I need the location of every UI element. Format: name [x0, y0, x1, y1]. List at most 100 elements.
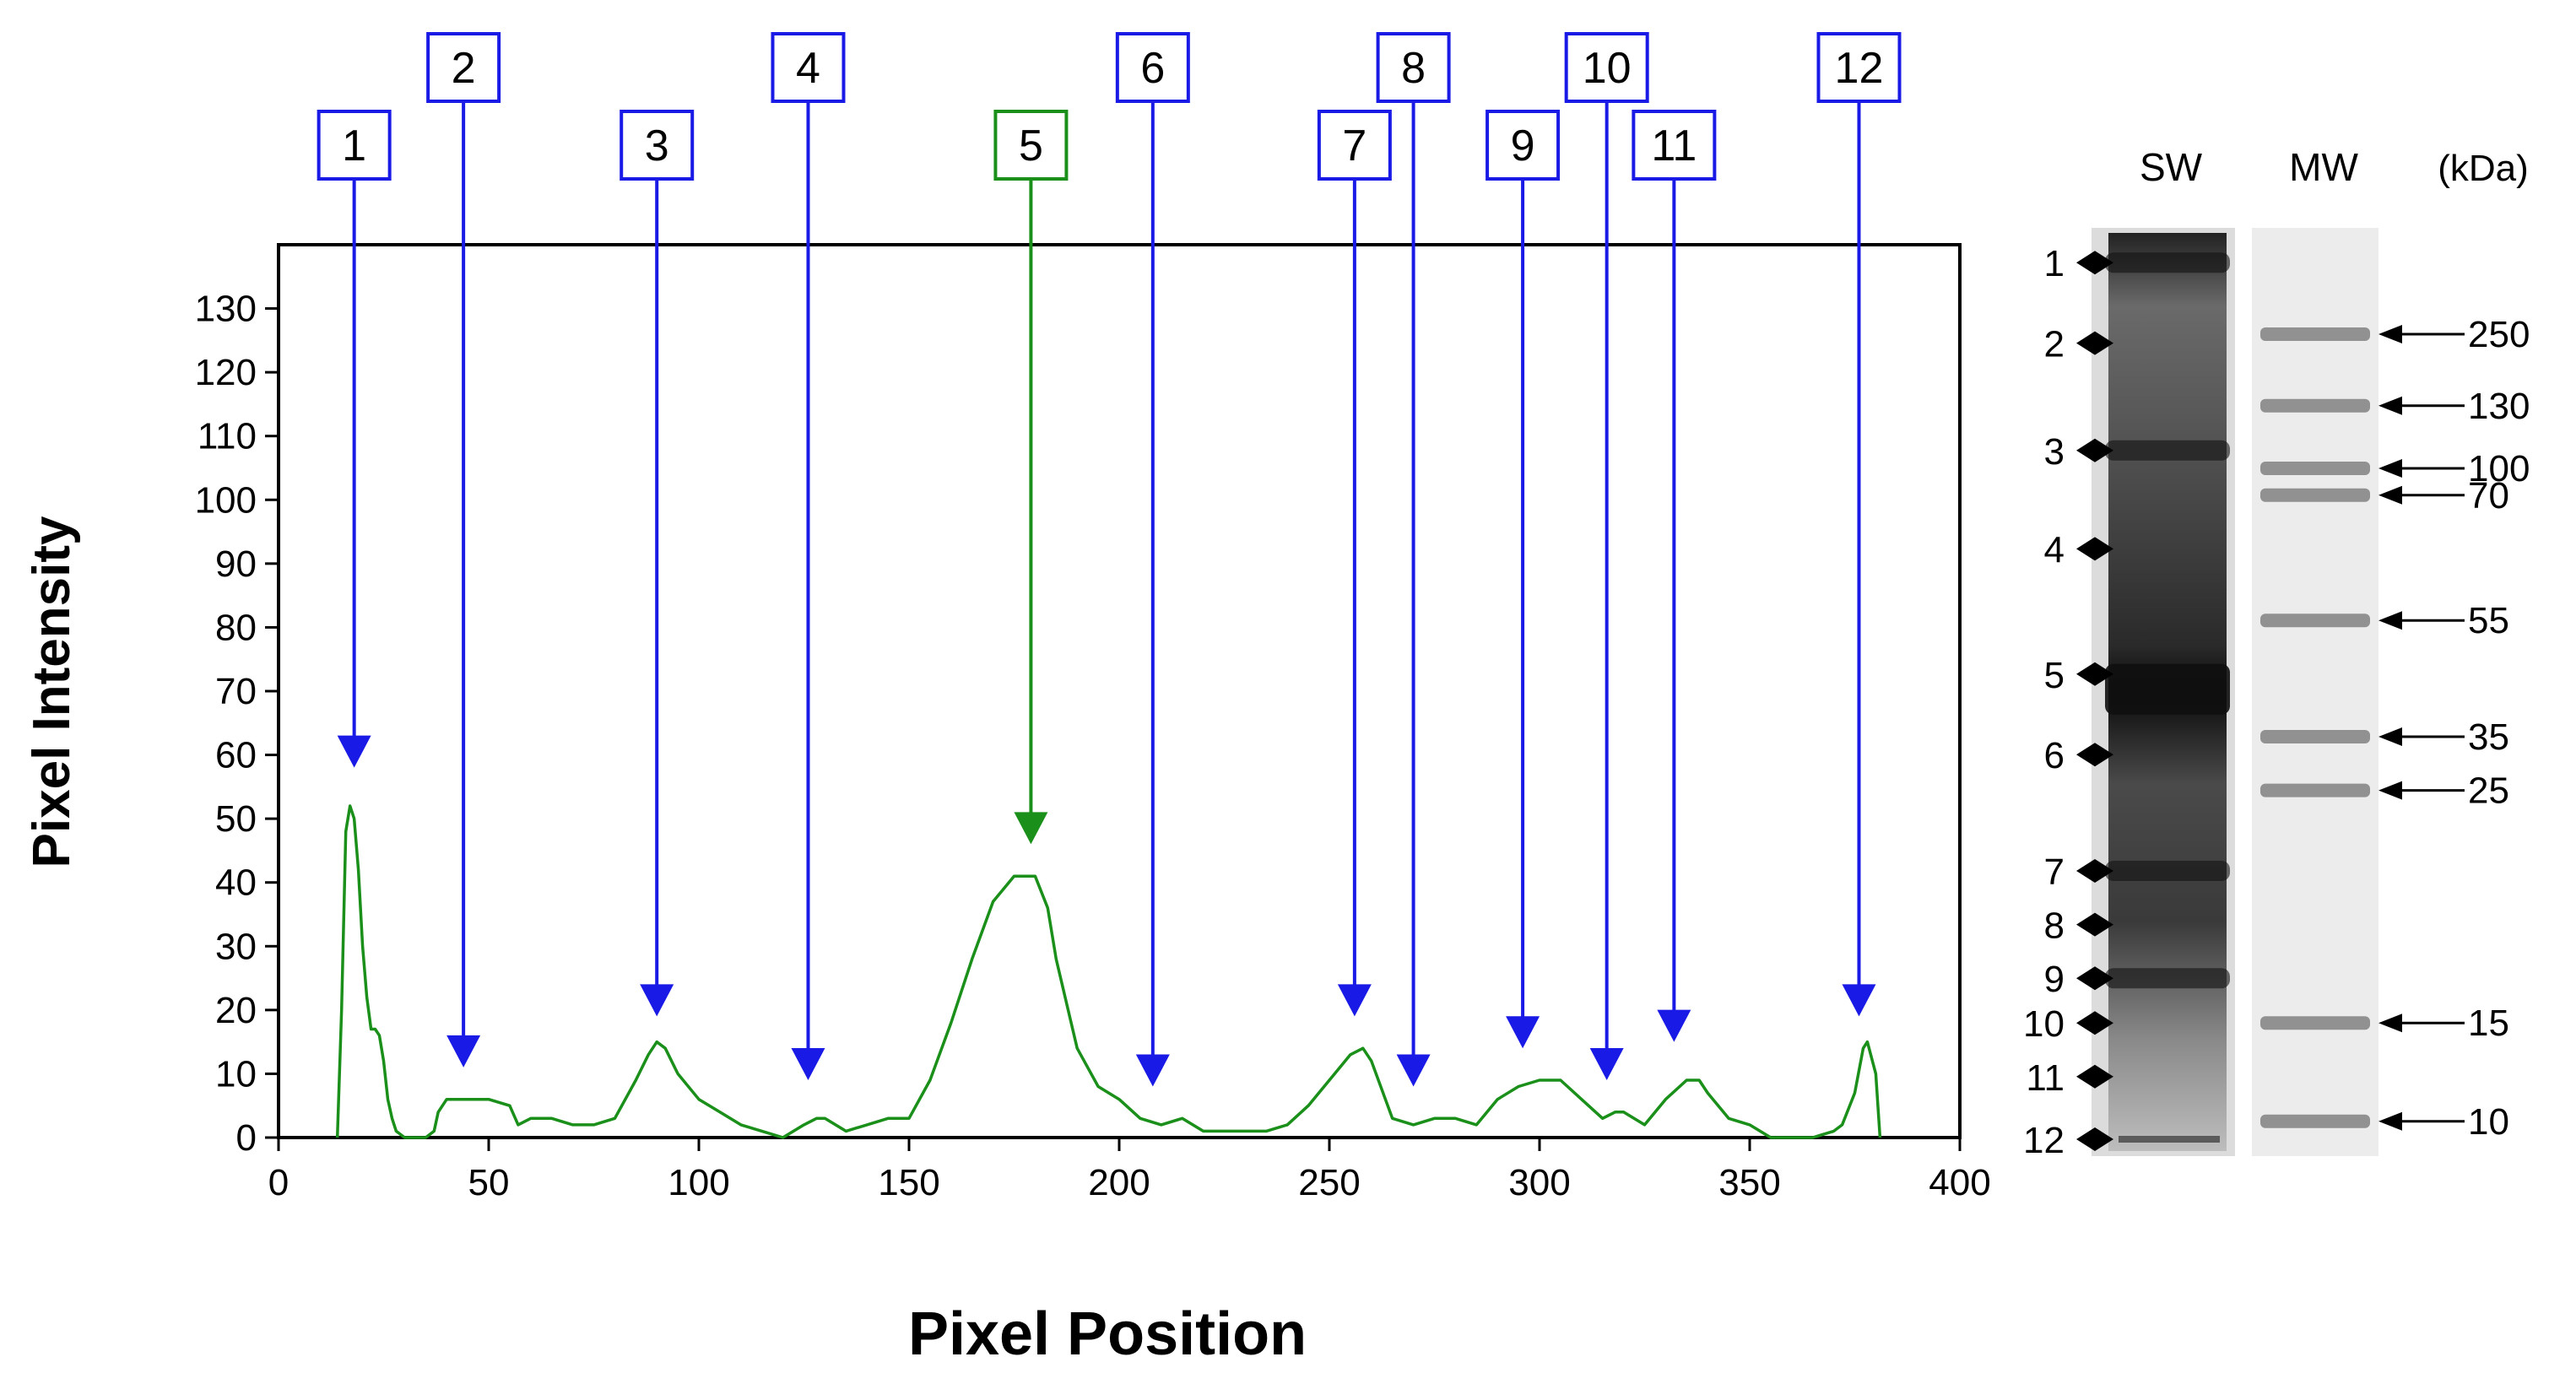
gel-mw-band: [2260, 398, 2370, 413]
gel-band-marker-diamond: [2076, 743, 2113, 767]
peak-arrow-head: [791, 1047, 825, 1080]
peak-label-box: [1816, 32, 1902, 103]
peak-label-text: 12: [1835, 44, 1884, 93]
gel-unit-label: (kDa): [2438, 148, 2529, 189]
peak-arrow-head: [337, 735, 371, 768]
gel-band-number-label: 4: [2044, 529, 2065, 570]
y-axis-label: Pixel Intensity: [23, 516, 81, 868]
peak-arrow-head: [640, 984, 674, 1017]
peak-label-box: [1564, 32, 1649, 103]
peak-label-box: [426, 32, 501, 103]
series-line-0: [335, 804, 1882, 1139]
x-tick-label: 100: [668, 1162, 729, 1203]
peak-label-text: 9: [1511, 122, 1535, 170]
gel-mw-strip: [2252, 228, 2378, 1156]
peak-label-box: [1376, 32, 1451, 103]
gel-marker-arrow-head: [2378, 1014, 2402, 1033]
gel-band-number-label: 8: [2044, 905, 2065, 947]
y-tick-label: 0: [236, 1117, 257, 1159]
peak-callout-6: 6: [1115, 32, 1190, 1087]
gel-mw-band: [2260, 783, 2370, 797]
gel-band-number-label: 1: [2044, 243, 2065, 284]
gel-marker-arrow-head: [2378, 325, 2402, 343]
gel-band-marker-diamond: [2076, 331, 2113, 355]
peak-callout-5: 5: [993, 110, 1069, 845]
gel-band-number-label: 3: [2044, 431, 2065, 473]
gel-sw-band: [2105, 440, 2230, 461]
x-tick-label: 400: [1929, 1162, 1990, 1203]
gel-band-marker-diamond: [2076, 537, 2113, 561]
y-tick-label: 90: [215, 543, 257, 585]
peak-arrow-head: [446, 1035, 481, 1068]
gel-marker-kda-label: 250: [2468, 314, 2530, 355]
peak-arrow-head: [1396, 1054, 1431, 1087]
peak-arrow-head: [1014, 812, 1048, 845]
peak-callout-10: 10: [1564, 32, 1649, 1080]
gel-band-number-label: 6: [2044, 735, 2065, 776]
peak-callout-9: 9: [1486, 110, 1561, 1049]
gel-marker-kda-label: 100: [2468, 448, 2530, 489]
peak-callout-1: 1: [317, 110, 392, 768]
gel-band-marker-diamond: [2076, 966, 2113, 991]
x-tick-label: 200: [1088, 1162, 1150, 1203]
gel-sw-band: [2105, 663, 2230, 715]
gel-band-marker-diamond: [2076, 438, 2113, 462]
y-tick-label: 100: [195, 479, 257, 521]
y-tick-label: 110: [198, 416, 257, 457]
y-tick-label: 80: [215, 607, 257, 648]
gel-mw-band: [2260, 488, 2370, 502]
peak-arrow-head: [1657, 1009, 1691, 1042]
gel-marker-kda-label: 130: [2468, 386, 2530, 427]
peak-label-text: 11: [1651, 122, 1697, 170]
gel-mw-band: [2260, 730, 2370, 743]
peak-label-text: 6: [1140, 44, 1165, 93]
gel-lane-label-mw: MW: [2289, 145, 2358, 189]
gel-sw-band: [2105, 252, 2230, 273]
gel-marker-kda-label: 25: [2468, 770, 2509, 812]
gel-mw-band: [2260, 327, 2370, 341]
gel-marker-arrow-head: [2378, 1111, 2402, 1131]
gel-band-marker-diamond: [2076, 1011, 2113, 1035]
gel-marker-kda-label: 10: [2468, 1101, 2509, 1143]
gel-marker-kda-label: 35: [2468, 716, 2509, 758]
x-tick-label: 0: [268, 1162, 289, 1203]
y-tick-label: 130: [195, 289, 257, 330]
x-tick-label: 300: [1508, 1162, 1570, 1203]
gel-marker-arrow-head: [2378, 727, 2402, 746]
peak-arrow-head: [1135, 1054, 1170, 1087]
gel-marker-arrow-head: [2378, 396, 2402, 415]
gel-marker-kda-label: 55: [2468, 600, 2509, 641]
y-tick-label: 50: [215, 798, 257, 840]
gel-band-marker-diamond: [2076, 1064, 2113, 1089]
peak-callout-12: 12: [1816, 32, 1902, 1017]
peak-callout-2: 2: [426, 32, 501, 1068]
plot-frame: [277, 243, 1962, 1139]
peak-arrow-head: [1589, 1047, 1624, 1080]
gel-marker-kda-label: 15: [2468, 1003, 2509, 1044]
y-tick-label: 70: [215, 671, 257, 712]
peak-label-text: 8: [1401, 44, 1426, 93]
peak-label-text: 2: [452, 44, 476, 93]
gel-band-number-label: 11: [2026, 1057, 2065, 1099]
peak-label-text: 4: [796, 44, 820, 93]
gel-mw-band: [2260, 1016, 2370, 1030]
peak-label-text: 1: [342, 122, 366, 170]
peak-label-box: [317, 110, 392, 181]
peak-label-box: [993, 110, 1069, 181]
gel-marker-arrow-head: [2378, 611, 2402, 630]
y-tick-label: 60: [215, 735, 257, 776]
gel-lane-label-sw: SW: [2140, 145, 2203, 189]
gel-band-number-label: 9: [2044, 959, 2065, 1000]
gel-marker-arrow-head: [2378, 485, 2402, 505]
y-tick-label: 10: [215, 1053, 257, 1095]
gel-sw-band: [2119, 1136, 2220, 1143]
peak-label-text: 10: [1583, 44, 1632, 93]
y-tick-label: 20: [215, 990, 257, 1031]
gel-band-marker-diamond: [2076, 251, 2113, 275]
gel-marker-arrow-head: [2378, 459, 2402, 478]
peak-arrow-head: [1506, 1016, 1540, 1049]
gel-mw-band: [2260, 614, 2370, 628]
gel-band-marker-diamond: [2076, 859, 2113, 883]
gel-band-number-label: 12: [2023, 1120, 2065, 1161]
